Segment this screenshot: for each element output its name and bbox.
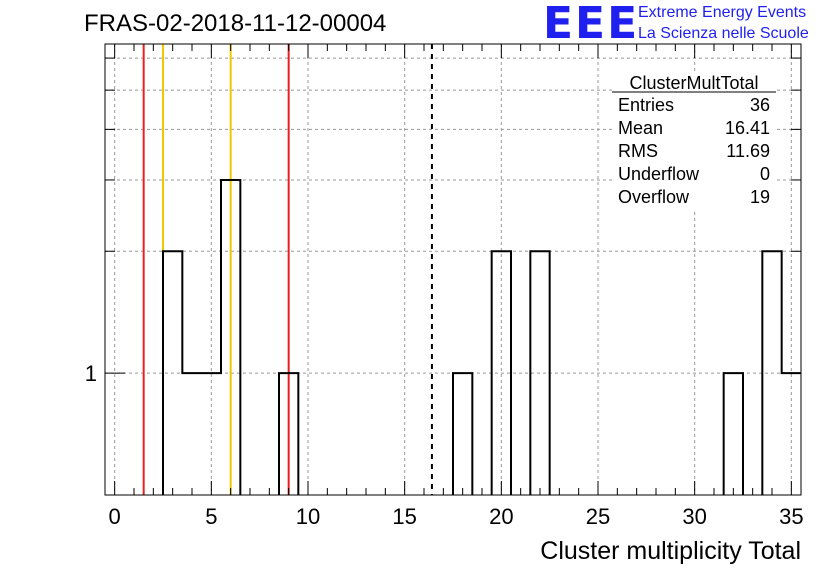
eee-logo: EEE	[543, 0, 640, 49]
stats-row-value: 11.69	[726, 141, 770, 161]
stats-row-label: RMS	[618, 141, 658, 161]
histogram-bin	[453, 373, 472, 495]
stats-row-label: Underflow	[618, 164, 700, 184]
x-axis-label: Cluster multiplicity Total	[540, 537, 801, 565]
stats-row-value: 16.41	[725, 118, 770, 138]
histogram-bin	[762, 251, 781, 495]
histogram-bin	[724, 373, 743, 495]
stats-row-label: Entries	[618, 95, 674, 115]
histogram-bin	[202, 373, 221, 495]
x-tick-label: 0	[109, 504, 121, 529]
stats-box-title: ClusterMultTotal	[629, 73, 758, 93]
stats-row-label: Mean	[618, 118, 663, 138]
histogram-outline	[162, 178, 801, 495]
axes: 0 5 10 15 20 25 30 35 1	[85, 43, 804, 529]
x-tick-label: 5	[205, 504, 217, 529]
histogram-bin	[182, 373, 201, 495]
x-tick-label: 25	[586, 504, 610, 529]
x-tick-label: 35	[779, 504, 803, 529]
stats-row-value: 36	[750, 95, 770, 115]
y-tick-label: 1	[85, 361, 97, 386]
histogram-bin	[163, 251, 182, 495]
histogram-bin	[782, 373, 801, 495]
logo-line-extreme-energy-events: Extreme Energy Events	[638, 4, 807, 21]
x-tick-label: 30	[682, 504, 706, 529]
histogram-bin	[279, 373, 298, 495]
histogram-bin	[492, 251, 511, 495]
logo-line-la-scienza: La Scienza nelle Scuole	[638, 25, 809, 42]
x-tick-label: 15	[392, 504, 416, 529]
x-tick-label: 20	[489, 504, 513, 529]
x-tick-label: 10	[296, 504, 320, 529]
stats-row-value: 19	[750, 187, 770, 207]
histogram-bin	[221, 180, 240, 495]
stats-box-background	[612, 72, 776, 212]
histogram-series	[162, 178, 801, 495]
histogram-bin	[530, 251, 549, 495]
histogram-title: FRAS-02-2018-11-12-00004	[84, 10, 387, 37]
plot-frame	[104, 43, 802, 496]
stats-row-value: 0	[760, 164, 770, 184]
stats-row-label: Overflow	[618, 187, 690, 207]
